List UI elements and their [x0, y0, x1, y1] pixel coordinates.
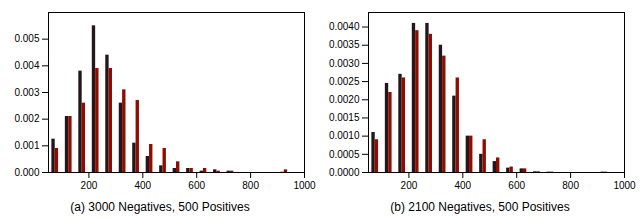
svg-text:200: 200: [81, 180, 98, 191]
html-text:(b) 2100 Negatives, 500 Positi: (b) 2100 Negatives, 500 Positives: [390, 200, 570, 214]
svg-text:200: 200: [401, 180, 418, 191]
svg-text:0.000: 0.000: [14, 167, 39, 178]
html-text:(a) 3000 Negatives, 500 Positi: (a) 3000 Negatives, 500 Positives: [70, 200, 250, 214]
svg-text:0.0040: 0.0040: [329, 21, 360, 32]
svg-text:600: 600: [188, 180, 205, 191]
svg-text:800: 800: [242, 180, 259, 191]
svg-text:0.0000: 0.0000: [329, 167, 360, 178]
svg-text:400: 400: [134, 180, 151, 191]
svg-text:0.0015: 0.0015: [329, 112, 360, 123]
svg-text:0.0020: 0.0020: [329, 94, 360, 105]
svg-text:1000: 1000: [293, 180, 316, 191]
svg-text:0.0035: 0.0035: [329, 39, 360, 50]
svg-text:0.0030: 0.0030: [329, 58, 360, 69]
svg-text:0.0025: 0.0025: [329, 76, 360, 87]
svg-text:0.001: 0.001: [14, 140, 39, 151]
svg-text:800: 800: [562, 180, 579, 191]
svg-text:0.0005: 0.0005: [329, 149, 360, 160]
svg-text:0.0010: 0.0010: [329, 130, 360, 141]
svg-text:0.003: 0.003: [14, 87, 39, 98]
svg-text:0.002: 0.002: [14, 113, 39, 124]
svg-text:1000: 1000: [613, 180, 636, 191]
svg-text:600: 600: [508, 180, 525, 191]
svg-text:0.005: 0.005: [14, 33, 39, 44]
svg-text:400: 400: [454, 180, 471, 191]
svg-text:0.004: 0.004: [14, 60, 39, 71]
